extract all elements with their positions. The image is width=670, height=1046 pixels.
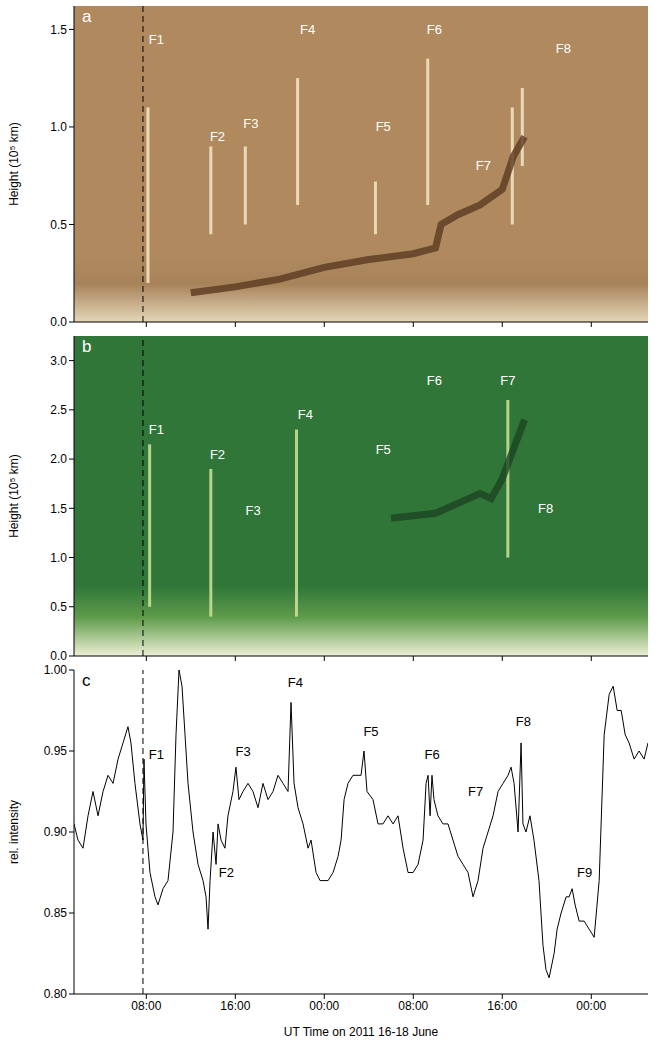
svg-text:F5: F5 (363, 724, 378, 739)
svg-text:0.90: 0.90 (44, 825, 68, 839)
svg-text:F1: F1 (149, 422, 164, 437)
svg-text:0.0: 0.0 (50, 649, 67, 663)
svg-text:F3: F3 (243, 116, 258, 131)
svg-text:F4: F4 (300, 22, 315, 37)
svg-text:F6: F6 (427, 22, 442, 37)
svg-text:F2: F2 (210, 447, 225, 462)
svg-text:Height (10⁵ km): Height (10⁵ km) (7, 122, 21, 206)
svg-text:F8: F8 (516, 714, 531, 729)
svg-text:16:00: 16:00 (487, 999, 517, 1013)
svg-text:F4: F4 (288, 675, 303, 690)
svg-text:F7: F7 (500, 373, 515, 388)
svg-text:0.85: 0.85 (44, 906, 68, 920)
html-text:b: b (82, 337, 92, 356)
svg-text:F2: F2 (210, 129, 225, 144)
svg-text:0.0: 0.0 (50, 315, 67, 329)
svg-text:F7: F7 (468, 784, 483, 799)
svg-text:16:00: 16:00 (220, 999, 250, 1013)
svg-text:F6: F6 (427, 373, 442, 388)
svg-text:UT Time on 2011 16-18 June: UT Time on 2011 16-18 June (284, 1025, 439, 1039)
svg-text:rel. intensity: rel. intensity (7, 800, 21, 864)
svg-text:0.95: 0.95 (44, 744, 68, 758)
svg-text:F3: F3 (235, 744, 250, 759)
svg-text:1.5: 1.5 (50, 502, 67, 516)
svg-text:2.5: 2.5 (50, 403, 67, 417)
svg-text:0.80: 0.80 (44, 987, 68, 1001)
svg-text:F8: F8 (556, 41, 571, 56)
svg-text:0.5: 0.5 (50, 218, 67, 232)
svg-text:F9: F9 (577, 865, 592, 880)
svg-text:08:00: 08:00 (131, 999, 161, 1013)
svg-text:2.0: 2.0 (50, 452, 67, 466)
svg-text:F7: F7 (476, 158, 491, 173)
svg-text:F3: F3 (246, 503, 261, 518)
svg-text:3.0: 3.0 (50, 354, 67, 368)
svg-text:F1: F1 (149, 747, 164, 762)
html-text:a: a (82, 7, 92, 26)
svg-text:00:00: 00:00 (309, 999, 339, 1013)
svg-text:Height (10⁵ km): Height (10⁵ km) (7, 454, 21, 538)
svg-text:1.0: 1.0 (50, 551, 67, 565)
html-text:c: c (82, 671, 91, 690)
svg-text:08:00: 08:00 (398, 999, 428, 1013)
svg-text:F2: F2 (219, 865, 234, 880)
svg-text:F8: F8 (538, 501, 553, 516)
svg-text:0.5: 0.5 (50, 600, 67, 614)
svg-text:F6: F6 (425, 747, 440, 762)
svg-text:F5: F5 (376, 119, 391, 134)
svg-text:1.5: 1.5 (50, 23, 67, 37)
svg-text:F1: F1 (149, 32, 164, 47)
svg-text:00:00: 00:00 (576, 999, 606, 1013)
svg-text:1.0: 1.0 (50, 120, 67, 134)
svg-text:F4: F4 (298, 407, 313, 422)
svg-text:1.00: 1.00 (44, 664, 68, 677)
svg-text:F5: F5 (376, 442, 391, 457)
